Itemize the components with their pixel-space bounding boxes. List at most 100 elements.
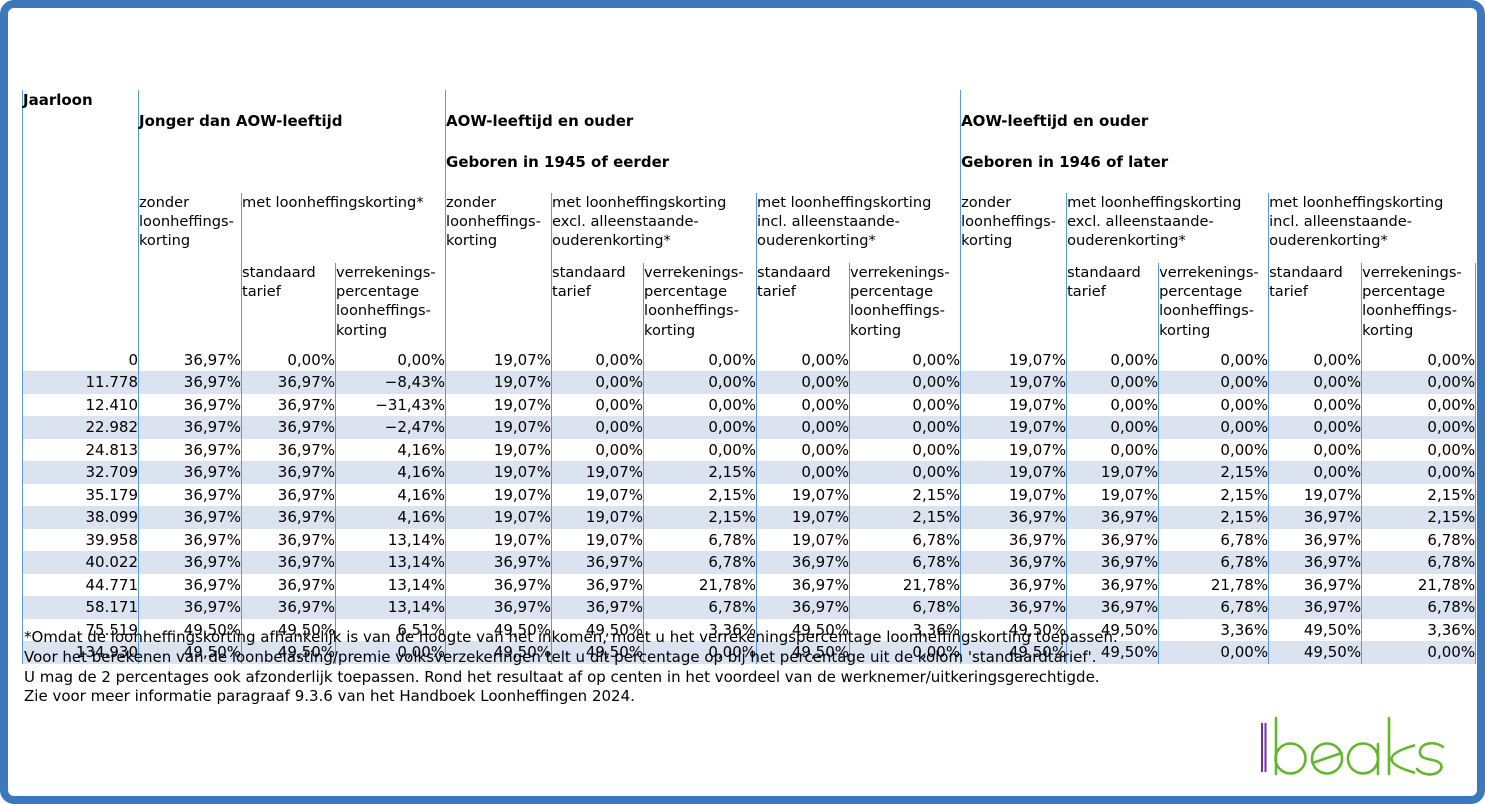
value-cell: 36,97% <box>445 573 552 596</box>
value-cell: 36,97% <box>1066 573 1159 596</box>
beaks-logo-graphic <box>1261 716 1445 776</box>
table-row: 40.022 36,97% 36,97% 13,14% 36,97% 36,97% 6,78… <box>22 551 1477 574</box>
value-cell: 2,15% <box>1158 506 1269 529</box>
value-cell: 36,97% <box>960 506 1067 529</box>
subheader-standaard-tarief: standaard tarief <box>551 262 644 349</box>
value-cell: 49,50% <box>1268 641 1362 664</box>
value-cell: 49,50% <box>551 641 644 664</box>
value-cell: 0,00% <box>849 348 961 371</box>
value-cell: 19,07% <box>551 506 644 529</box>
header-row-tarief: standaard tarief verrekenings- percentag… <box>23 262 1477 349</box>
value-cell: 0,00% <box>1361 461 1477 484</box>
table-body: 0 36,97% 0,00% 0,00% 19,07% 0,00% 0,00% 0,00% 0,… <box>22 348 1477 664</box>
value-cell: 2,15% <box>849 506 961 529</box>
value-cell: 0,00% <box>643 393 757 416</box>
value-cell: 13,14% <box>334 573 446 596</box>
table-row: 39.958 36,97% 36,97% 13,14% 19,07% 19,07% 6,78… <box>22 528 1477 551</box>
value-cell: 36,97% <box>756 551 850 574</box>
value-cell: 49,50% <box>445 618 552 641</box>
value-cell: 21,78% <box>1158 573 1269 596</box>
value-cell: 0,00% <box>849 371 961 394</box>
value-cell: 2,15% <box>1361 483 1477 506</box>
value-cell: 19,07% <box>1066 461 1159 484</box>
value-cell: 19,07% <box>551 483 644 506</box>
value-cell: 0,00% <box>551 348 644 371</box>
value-cell: 36,97% <box>551 551 644 574</box>
value-cell: 19,07% <box>960 483 1067 506</box>
value-cell: 0,00% <box>756 416 850 439</box>
value-cell: 0,00% <box>1066 438 1159 461</box>
jaarloon-cell: 38.099 <box>22 506 139 529</box>
value-cell: 0,00% <box>1268 438 1362 461</box>
value-cell: 49,50% <box>241 618 336 641</box>
table-row: 35.179 36,97% 36,97% 4,16% 19,07% 19,07% 2,15%… <box>22 483 1477 506</box>
subheader-standaard-tarief: standaard tarief <box>241 262 336 349</box>
value-cell: 19,07% <box>445 393 552 416</box>
value-cell: 36,97% <box>241 483 336 506</box>
value-cell: 0,00% <box>551 393 644 416</box>
value-cell: 19,07% <box>756 528 850 551</box>
value-cell: 0,00% <box>1158 438 1269 461</box>
value-cell: 0,00% <box>1361 641 1477 664</box>
table-row: 22.982 36,97% 36,97% −2,47% 19,07% 0,00% 0,00%… <box>22 416 1477 439</box>
value-cell: 36,97% <box>138 371 242 394</box>
value-cell: 6,51% <box>334 618 446 641</box>
value-cell: 0,00% <box>849 641 961 664</box>
value-cell: 36,97% <box>138 596 242 619</box>
value-cell: 6,78% <box>643 596 757 619</box>
value-cell: 36,97% <box>241 551 336 574</box>
footnote-line: U mag de 2 percentages ook afzonderlijk … <box>24 667 1100 686</box>
value-cell: 0,00% <box>849 416 961 439</box>
value-cell: 0,00% <box>1066 348 1159 371</box>
value-cell: 6,78% <box>849 528 961 551</box>
value-cell: 0,00% <box>1268 371 1362 394</box>
value-cell: 19,07% <box>960 393 1067 416</box>
group-title: AOW-leeftijd en ouder <box>961 111 1149 130</box>
value-cell: 36,97% <box>1066 506 1159 529</box>
value-cell: 4,16% <box>334 483 446 506</box>
value-cell: 19,07% <box>1268 483 1362 506</box>
value-cell: 49,50% <box>960 618 1067 641</box>
value-cell: 36,97% <box>551 573 644 596</box>
value-cell: 36,97% <box>1066 551 1159 574</box>
value-cell: 36,97% <box>138 416 242 439</box>
value-cell: 49,50% <box>1268 618 1362 641</box>
value-cell: 36,97% <box>138 461 242 484</box>
value-cell: 19,07% <box>445 483 552 506</box>
value-cell: 36,97% <box>1268 506 1362 529</box>
value-cell: 0,00% <box>1158 416 1269 439</box>
value-cell: 49,50% <box>1066 641 1159 664</box>
value-cell: 49,50% <box>138 641 242 664</box>
value-cell: 36,97% <box>138 506 242 529</box>
value-cell: 0,00% <box>1361 348 1477 371</box>
value-cell: 21,78% <box>849 573 961 596</box>
value-cell: −8,43% <box>334 371 446 394</box>
jaarloon-cell: 134.930 <box>22 641 139 664</box>
jaarloon-cell: 24.813 <box>22 438 139 461</box>
group-title: AOW-leeftijd en ouder <box>446 111 634 130</box>
value-cell: 19,07% <box>756 483 850 506</box>
value-cell: 0,00% <box>551 438 644 461</box>
subheader-zonder: zonder loonheffings- korting <box>138 192 242 349</box>
subheader-met-incl: met loonheffingskorting incl. alleenstaa… <box>1268 192 1476 263</box>
value-cell: −31,43% <box>334 393 446 416</box>
value-cell: 36,97% <box>241 438 336 461</box>
value-cell: 2,15% <box>1361 506 1477 529</box>
value-cell: −2,47% <box>334 416 446 439</box>
subheader-zonder: zonder loonheffings- korting <box>445 192 552 349</box>
value-cell: 0,00% <box>643 641 757 664</box>
value-cell: 36,97% <box>138 438 242 461</box>
value-cell: 49,50% <box>756 641 850 664</box>
value-cell: 19,07% <box>960 461 1067 484</box>
subheader-met-incl: met loonheffingskorting incl. alleenstaa… <box>756 192 961 263</box>
jaarloon-cell: 11.778 <box>22 371 139 394</box>
value-cell: 19,07% <box>756 506 850 529</box>
value-cell: 19,07% <box>445 371 552 394</box>
value-cell: 36,97% <box>960 528 1067 551</box>
value-cell: 49,50% <box>756 618 850 641</box>
value-cell: 36,97% <box>241 596 336 619</box>
value-cell: 36,97% <box>756 573 850 596</box>
value-cell: 0,00% <box>756 461 850 484</box>
table-row: 24.813 36,97% 36,97% 4,16% 19,07% 0,00% 0,00% 0… <box>22 438 1477 461</box>
value-cell: 6,78% <box>1158 551 1269 574</box>
